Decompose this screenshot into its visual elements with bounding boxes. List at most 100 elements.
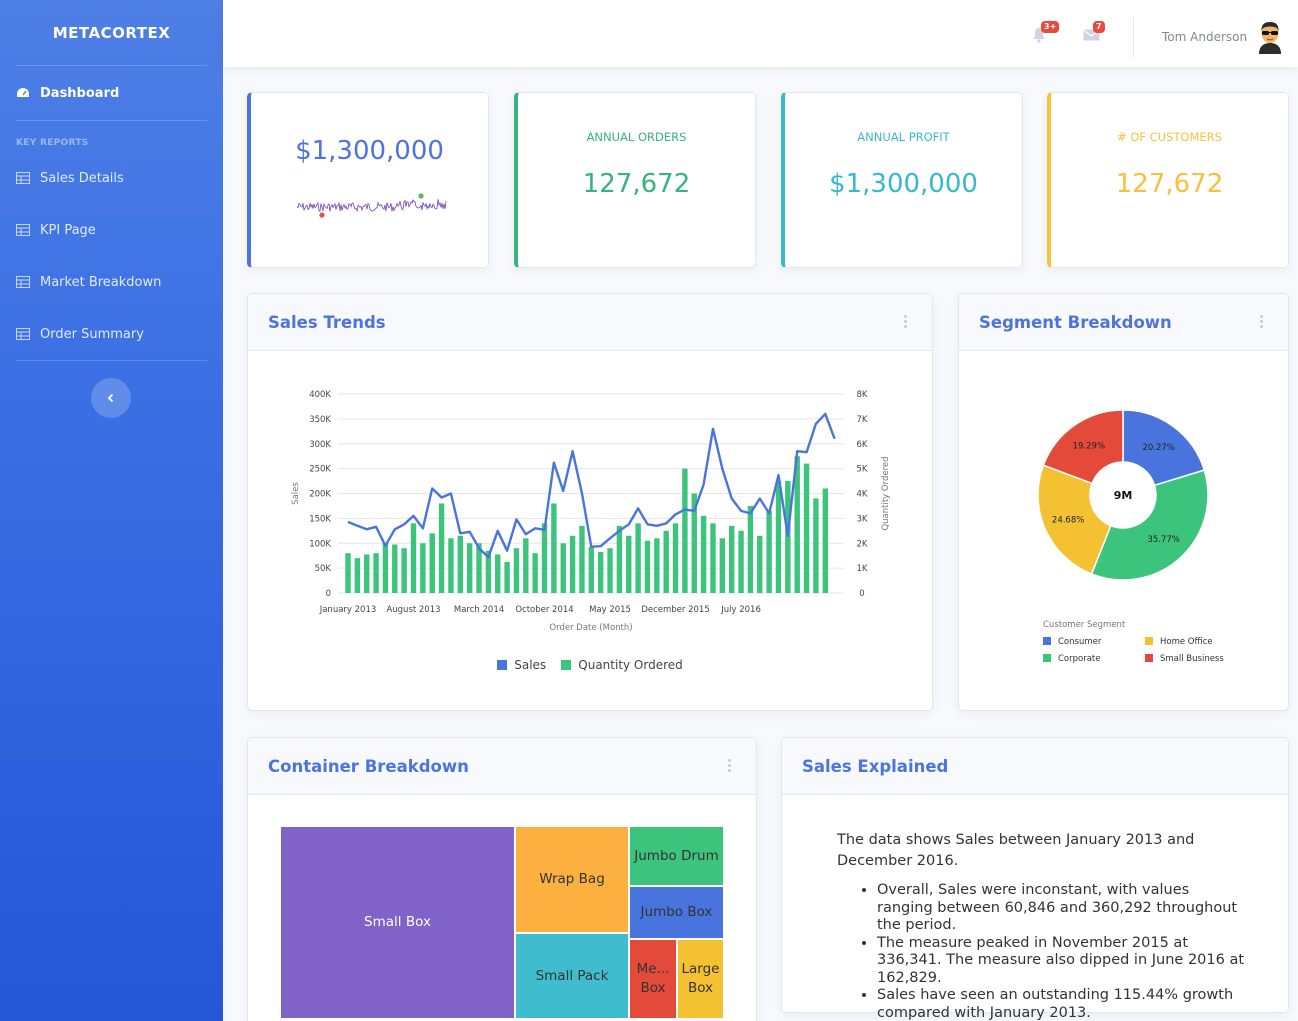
topbar: 3+ 7 Tom Anderson — [223, 0, 1298, 67]
user-name[interactable]: Tom Anderson — [1162, 30, 1248, 44]
x-tick-label: July 2016 — [720, 605, 761, 615]
table-icon — [16, 224, 30, 236]
treemap-label: Jumbo Drum — [634, 847, 719, 864]
kpi-card-profit: ANNUAL PROFIT $1,300,000 — [781, 92, 1023, 268]
sidebar-item-label: Market Breakdown — [40, 274, 162, 290]
kpi-customers-label: # OF CUSTOMERS — [1117, 130, 1222, 144]
treemap-jumbo-box[interactable]: Jumbo Box — [629, 886, 724, 939]
quantity-bar — [364, 554, 370, 593]
kpi-profit-label: ANNUAL PROFIT — [857, 130, 950, 144]
sales-trends-chart: 0 0 50K 1K 100K 2K 150K 3K 200K 4K 250K 5K 300K 6K 350… — [291, 390, 891, 633]
slice-label: 35.77% — [1147, 535, 1179, 545]
quantity-bar — [466, 543, 473, 593]
quantity-bar — [523, 538, 529, 593]
y-tick-label: 350K — [309, 415, 331, 425]
slice-label: 19.29% — [1073, 442, 1105, 452]
treemap-label: Large Box — [681, 961, 720, 996]
segment-breakdown-menu-icon[interactable] — [1258, 315, 1264, 331]
quantity-bar — [560, 543, 566, 593]
sales-explained-text: The data shows Sales between January 201… — [837, 830, 1247, 1021]
sparkline-min-marker — [319, 212, 325, 218]
sidebar-item-market-breakdown[interactable]: Market Breakdown — [0, 256, 223, 308]
y2-tick-label: 4K — [857, 490, 868, 500]
quantity-bar — [373, 553, 379, 593]
kpi-card-customers: # OF CUSTOMERS 127,672 — [1047, 92, 1289, 268]
treemap-medium-box[interactable]: Me... Box — [629, 939, 677, 1019]
sparkline-max-marker — [418, 193, 424, 199]
quantity-bar — [794, 456, 800, 593]
donut-slice — [1090, 469, 1209, 581]
sidebar-item-label: KPI Page — [40, 222, 96, 238]
legend-label: Small Business — [1160, 654, 1224, 664]
y2-tick-label: 1K — [857, 564, 868, 574]
quantity-bar — [691, 493, 697, 593]
kpi-card-orders: ANNUAL ORDERS 127,672 — [514, 92, 756, 268]
quantity-bar — [504, 561, 510, 593]
sidebar-item-sales-details[interactable]: Sales Details — [0, 152, 223, 204]
quantity-bar — [429, 533, 435, 593]
sidebar-item-order-summary[interactable]: Order Summary — [0, 308, 223, 360]
sales-explained-bullet: Sales have seen an outstanding 115.44% g… — [877, 987, 1247, 1021]
treemap-wrap-bag[interactable]: Wrap Bag — [515, 826, 629, 933]
treemap-label: Me... Box — [636, 961, 670, 996]
quantity-bar — [588, 546, 595, 593]
quantity-bar — [495, 554, 501, 593]
sidebar: METACORTEX Dashboard KEY REPORTS Sales D… — [0, 0, 223, 1021]
sales-explained-bullets: Overall, Sales were inconstant, with val… — [837, 882, 1247, 1021]
sales-explained-card: Sales Explained — [781, 737, 1289, 1013]
slice-label: 20.27% — [1142, 443, 1174, 453]
quantity-bar — [354, 558, 361, 593]
kpi-profit-value: $1,300,000 — [829, 169, 978, 199]
treemap-small-box[interactable]: Small Box — [280, 826, 515, 1019]
x-tick-label: January 2013 — [319, 605, 377, 615]
y-tick-label: 250K — [309, 465, 331, 475]
container-breakdown-menu-icon[interactable] — [726, 759, 732, 775]
x-tick-label: May 2015 — [589, 605, 631, 615]
y-tick-label: 300K — [309, 440, 331, 450]
sidebar-divider — [16, 65, 207, 66]
sidebar-divider — [16, 360, 207, 361]
chevron-left-icon — [107, 393, 114, 403]
y2-tick-label: 3K — [857, 514, 868, 524]
treemap-small-pack[interactable]: Small Pack — [515, 933, 629, 1019]
quantity-bar — [438, 503, 445, 593]
quantity-bar — [663, 530, 669, 593]
legend-item-quantity[interactable]: Quantity Ordered — [561, 658, 683, 672]
donut-slice — [1122, 409, 1206, 487]
legend-swatch — [1145, 637, 1153, 645]
legend-title: Customer Segment — [1043, 620, 1126, 630]
segment-donut-chart: 20.27% 35.77% 24.68% 19.29% 9M Customer Segme… — [1037, 409, 1224, 664]
container-treemap: Small Box Wrap Bag Small Pack Jumbo Drum… — [280, 826, 724, 1019]
sales-explained-bullet: Overall, Sales were inconstant, with val… — [877, 882, 1247, 935]
sales-sparkline — [296, 193, 447, 218]
quantity-bar — [654, 538, 660, 593]
sidebar-item-kpi-page[interactable]: KPI Page — [0, 204, 223, 256]
alerts-button[interactable]: 3+ — [1031, 21, 1060, 43]
quantity-bar — [785, 481, 791, 593]
avatar[interactable] — [1254, 20, 1286, 54]
treemap-large-box[interactable]: Large Box — [677, 939, 724, 1019]
brand-logo[interactable]: METACORTEX — [52, 23, 171, 42]
alerts-badge: 3+ — [1041, 21, 1060, 33]
legend-swatch — [497, 660, 508, 670]
kpi-orders-value: 127,672 — [582, 169, 691, 199]
messages-button[interactable]: 7 — [1083, 21, 1105, 43]
kpi-orders-label: ANNUAL ORDERS — [586, 130, 687, 144]
sales-explained-intro: The data shows Sales between January 201… — [837, 832, 1195, 869]
treemap-jumbo-drum[interactable]: Jumbo Drum — [629, 826, 724, 886]
sales-trends-menu-icon[interactable] — [902, 315, 908, 331]
legend-item-sales[interactable]: Sales — [497, 658, 546, 672]
x-axis-title: Order Date (Month) — [549, 623, 632, 633]
sidebar-divider — [16, 120, 207, 121]
quantity-bar — [775, 481, 782, 593]
legend-swatch — [1145, 654, 1153, 662]
quantity-bar — [607, 548, 613, 593]
sales-trends-title: Sales Trends — [268, 312, 386, 332]
legend-label: Corporate — [1058, 654, 1101, 664]
sidebar-toggle-button[interactable] — [91, 378, 131, 418]
quantity-bar — [626, 535, 632, 593]
donut-slice — [1037, 464, 1112, 575]
donut-center-label: 9M — [1114, 489, 1133, 502]
sidebar-item-dashboard[interactable]: Dashboard — [0, 66, 223, 120]
legend-swatch — [561, 660, 572, 670]
